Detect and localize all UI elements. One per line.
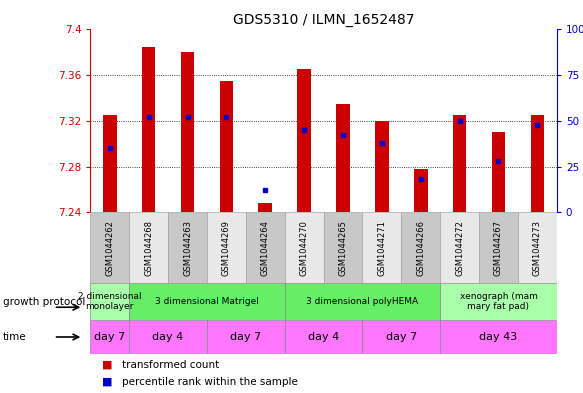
Text: GSM1044273: GSM1044273 xyxy=(533,220,542,275)
Text: day 4: day 4 xyxy=(153,332,184,342)
Text: day 7: day 7 xyxy=(386,332,417,342)
Text: GSM1044266: GSM1044266 xyxy=(416,220,425,275)
Bar xyxy=(363,212,401,283)
Bar xyxy=(181,52,194,212)
Text: GSM1044262: GSM1044262 xyxy=(106,220,114,275)
Bar xyxy=(414,169,427,212)
Bar xyxy=(375,121,389,212)
Bar xyxy=(220,81,233,212)
Text: time: time xyxy=(3,332,27,342)
Bar xyxy=(129,320,207,354)
Text: GSM1044264: GSM1044264 xyxy=(261,220,270,275)
Text: GSM1044272: GSM1044272 xyxy=(455,220,464,275)
Bar xyxy=(440,212,479,283)
Text: percentile rank within the sample: percentile rank within the sample xyxy=(122,377,298,387)
Bar xyxy=(285,283,440,320)
Text: GSM1044268: GSM1044268 xyxy=(144,220,153,275)
Bar xyxy=(207,212,246,283)
Bar xyxy=(401,212,440,283)
Bar xyxy=(90,320,129,354)
Bar xyxy=(90,212,129,283)
Text: transformed count: transformed count xyxy=(122,360,220,370)
Bar xyxy=(246,212,285,283)
Bar xyxy=(129,283,285,320)
Bar xyxy=(142,47,156,212)
Bar xyxy=(285,320,363,354)
Text: GSM1044263: GSM1044263 xyxy=(183,220,192,275)
Bar xyxy=(531,115,544,212)
Bar xyxy=(518,212,557,283)
Bar xyxy=(440,320,557,354)
Text: day 43: day 43 xyxy=(479,332,518,342)
Text: GSM1044265: GSM1044265 xyxy=(339,220,347,275)
Text: xenograph (mam
mary fat pad): xenograph (mam mary fat pad) xyxy=(459,292,538,311)
Bar xyxy=(453,115,466,212)
Text: growth protocol: growth protocol xyxy=(3,297,85,307)
Text: GSM1044267: GSM1044267 xyxy=(494,220,503,275)
Bar xyxy=(324,212,363,283)
Bar xyxy=(363,320,440,354)
Text: ■: ■ xyxy=(102,377,113,387)
Bar xyxy=(258,203,272,212)
Bar xyxy=(129,212,168,283)
Text: 3 dimensional Matrigel: 3 dimensional Matrigel xyxy=(155,297,259,306)
Bar xyxy=(90,283,129,320)
Text: 3 dimensional polyHEMA: 3 dimensional polyHEMA xyxy=(307,297,419,306)
Text: day 7: day 7 xyxy=(230,332,261,342)
Bar xyxy=(479,212,518,283)
Bar xyxy=(440,283,557,320)
Bar xyxy=(297,70,311,212)
Title: GDS5310 / ILMN_1652487: GDS5310 / ILMN_1652487 xyxy=(233,13,415,27)
Text: GSM1044270: GSM1044270 xyxy=(300,220,308,275)
Text: ■: ■ xyxy=(102,360,113,370)
Bar xyxy=(336,104,350,212)
Bar xyxy=(285,212,324,283)
Text: GSM1044269: GSM1044269 xyxy=(222,220,231,275)
Bar xyxy=(207,320,285,354)
Text: day 7: day 7 xyxy=(94,332,125,342)
Text: 2 dimensional
monolayer: 2 dimensional monolayer xyxy=(78,292,142,311)
Text: GSM1044271: GSM1044271 xyxy=(377,220,387,275)
Bar xyxy=(491,132,505,212)
Text: day 4: day 4 xyxy=(308,332,339,342)
Bar xyxy=(168,212,207,283)
Bar xyxy=(103,115,117,212)
